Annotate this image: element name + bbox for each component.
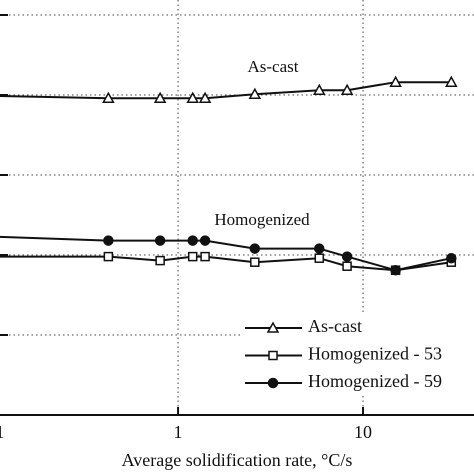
x-axis-label: Average solidification rate, °C/s [122,450,353,470]
annotation: Homogenized [214,210,310,229]
data-point [312,83,326,95]
legend-marker [267,377,279,389]
x-tick-label: 1 [174,422,183,442]
data-point [187,235,198,246]
data-point [155,255,165,266]
data-point [103,251,114,262]
data-point [341,251,353,262]
data-point [187,251,198,262]
data-point [200,251,210,262]
data-point [198,91,212,103]
data-point [103,235,114,246]
legend-marker [268,350,278,361]
data-point [199,235,211,246]
data-point [248,87,262,99]
series-line [0,235,452,272]
series-line [0,81,452,100]
data-point [389,75,402,87]
data-point [446,252,457,264]
series-line [0,255,452,272]
legend-label: As-cast [308,316,362,336]
legend-marker [266,321,280,333]
annotation: As-cast [248,57,299,76]
data-point [340,83,354,95]
data-point [342,261,352,271]
data-point [154,235,166,246]
data-point [445,75,458,87]
data-point [186,91,199,103]
x-tick-label: 10 [354,422,372,442]
data-point [314,253,325,263]
legend-label: Homogenized - 53 [308,344,442,364]
data-point [249,243,261,254]
legend-label: Homogenized - 59 [308,371,442,391]
x-tick-label: 0.1 [0,422,4,442]
data-point [153,91,167,103]
data-point [390,264,401,276]
data-point [250,257,260,267]
data-point [102,91,115,103]
data-point [314,243,325,254]
